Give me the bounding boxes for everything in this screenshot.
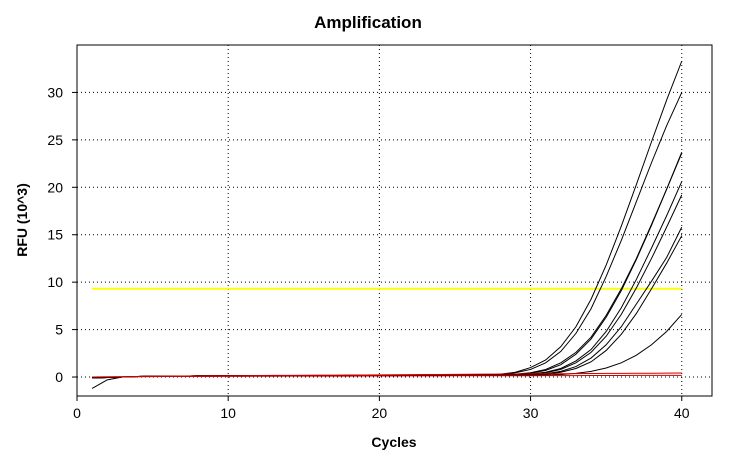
y-tick-label: 25 [47, 132, 63, 148]
y-tick-label: 30 [47, 84, 63, 100]
axis-ticks: 0 10 20 30 40 0 5 10 15 20 25 30 [47, 84, 689, 421]
series-layer [91, 60, 683, 389]
y-tick-label: 0 [55, 369, 63, 385]
y-axis-label: RFU (10^3) [14, 183, 30, 257]
x-tick-label: 40 [674, 405, 690, 421]
y-tick-label: 20 [47, 179, 63, 195]
amplification-curve [92, 194, 683, 379]
plot-frame [76, 44, 713, 397]
x-tick-label: 30 [523, 405, 539, 421]
y-tick-label: 10 [47, 274, 63, 290]
chart-title: Amplification [314, 13, 422, 32]
amplification-curve [92, 372, 682, 378]
x-tick-label: 0 [73, 405, 81, 421]
amplification-curve [92, 181, 683, 379]
x-tick-label: 10 [220, 405, 236, 421]
amplification-curve [91, 60, 683, 389]
y-tick-label: 15 [47, 227, 63, 243]
amplification-curve [92, 226, 683, 379]
x-axis-label: Cycles [371, 434, 416, 450]
amplification-curve [92, 374, 682, 378]
x-tick-label: 20 [372, 405, 388, 421]
amplification-curve [92, 152, 683, 379]
grid-lines [77, 45, 712, 396]
y-tick-label: 5 [55, 322, 63, 338]
